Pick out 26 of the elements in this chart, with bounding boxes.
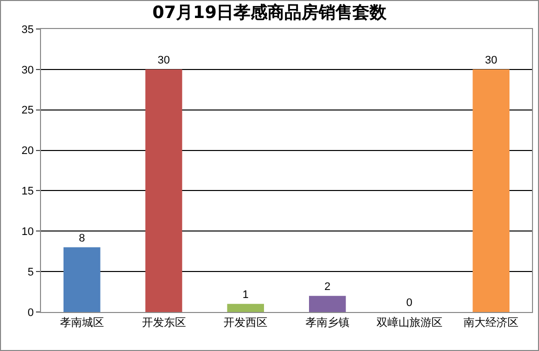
data-label: 30 xyxy=(158,54,170,66)
x-tick-label: 双嶂山旅游区 xyxy=(376,316,442,330)
x-tick-label: 孝南城区 xyxy=(60,316,104,330)
bar xyxy=(145,69,182,312)
data-label: 2 xyxy=(324,280,330,293)
chart-title: 07月19日孝感商品房销售套数 xyxy=(152,3,388,24)
y-tick-label: 0 xyxy=(28,306,34,319)
x-tick-label: 南大经济区 xyxy=(464,316,519,330)
y-tick-label: 5 xyxy=(28,266,34,278)
data-label: 30 xyxy=(484,54,498,66)
x-tick-label: 开发西区 xyxy=(224,316,268,330)
bar xyxy=(472,69,510,312)
y-tick-label: 10 xyxy=(22,226,34,238)
data-label: 1 xyxy=(242,288,249,301)
y-tick-label: 15 xyxy=(22,186,34,198)
y-tick-label: 20 xyxy=(22,145,34,158)
y-tick-label: 30 xyxy=(22,64,34,76)
data-label: 8 xyxy=(78,232,85,244)
y-tick-label: 25 xyxy=(22,104,34,117)
data-label: 0 xyxy=(406,297,412,309)
bar xyxy=(64,247,100,312)
bar xyxy=(309,296,346,312)
y-tick-label: 35 xyxy=(22,24,34,36)
x-tick-label: 孝南乡镇 xyxy=(305,316,350,330)
bar xyxy=(227,304,264,312)
x-tick-label: 开发东区 xyxy=(142,316,186,330)
